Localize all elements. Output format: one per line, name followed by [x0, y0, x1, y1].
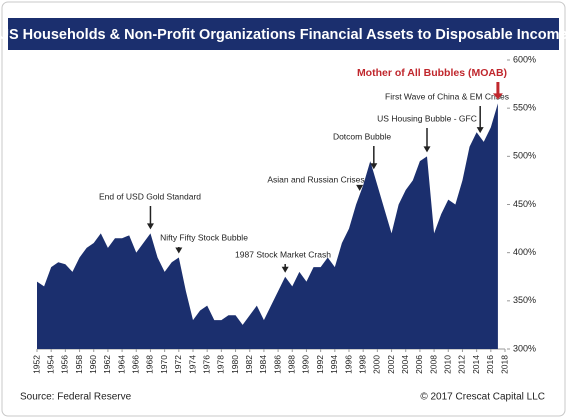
x-tick-label: 2002	[386, 355, 396, 374]
annotation: 1987 Stock Market Crash	[235, 249, 331, 259]
x-tick-label: 1952	[31, 355, 41, 374]
x-tick-label: 1978	[216, 355, 226, 374]
arrow-head	[492, 93, 503, 100]
annotation: Mother of All Bubbles (MOAB)	[357, 67, 507, 79]
x-tick-label: 2008	[428, 355, 438, 374]
x-tick-label: 1972	[173, 355, 183, 374]
y-tick-label: 600%	[513, 54, 536, 64]
x-tick-label: 2016	[485, 355, 495, 374]
x-tick-label: 1982	[244, 355, 254, 374]
x-tick-label: 1968	[145, 355, 155, 374]
arrow-head	[175, 247, 183, 254]
x-tick-label: 2012	[457, 355, 467, 374]
x-tick-label: 2006	[414, 355, 424, 374]
annotation: Asian and Russian Crises	[267, 174, 364, 184]
x-tick-label: 1980	[230, 355, 240, 374]
x-tick-label: 1954	[45, 355, 55, 374]
x-tick-label: 1988	[287, 355, 297, 374]
x-tick-label: 2018	[499, 355, 509, 374]
title-bar	[8, 18, 559, 50]
x-tick-label: 2004	[400, 355, 410, 374]
x-tick-label: 1976	[201, 355, 211, 374]
area	[37, 103, 498, 349]
annotation: Dotcom Bubble	[333, 131, 391, 141]
annotation: Nifty Fifty Stock Bubble	[160, 232, 248, 242]
y-tick-label: 500%	[513, 151, 536, 161]
x-tick-label: 1956	[60, 355, 70, 374]
arrow-head	[423, 146, 431, 153]
chart-title: US Households & Non-Profit Organizations…	[0, 27, 567, 43]
y-tick-label: 550%	[513, 103, 536, 113]
x-tick-label: 1998	[357, 355, 367, 374]
y-tick-label: 300%	[513, 343, 536, 353]
arrow-head	[281, 266, 289, 273]
x-tick-label: 1962	[102, 355, 112, 374]
x-tick-label: 1964	[116, 355, 126, 374]
x-tick-label: 1994	[329, 355, 339, 374]
arrow-head	[356, 184, 364, 191]
annotation: First Wave of China & EM Crises	[385, 91, 509, 101]
x-tick-label: 1984	[258, 355, 268, 374]
y-tick-label: 450%	[513, 199, 536, 209]
arrow-head	[476, 127, 484, 134]
x-tick-label: 1992	[315, 355, 325, 374]
x-tick-label: 1958	[74, 355, 84, 374]
x-tick-label: 1966	[131, 355, 141, 374]
x-tick-label: 2000	[372, 355, 382, 374]
x-tick-label: 2014	[471, 355, 481, 374]
x-tick-label: 1996	[343, 355, 353, 374]
x-tick-label: 2010	[443, 355, 453, 374]
copyright: © 2017 Crescat Capital LLC	[420, 392, 545, 403]
source: Source: Federal Reserve	[20, 392, 132, 403]
x-tick-label: 1970	[159, 355, 169, 374]
x-tick-label: 1974	[187, 355, 197, 374]
x-tick-label: 1960	[88, 355, 98, 374]
annotation: End of USD Gold Standard	[99, 191, 201, 201]
y-tick-label: 350%	[513, 295, 536, 305]
x-tick-label: 1990	[301, 355, 311, 374]
annotation: US Housing Bubble - GFC	[377, 113, 477, 123]
arrow-head	[146, 223, 154, 230]
x-tick-label: 1986	[272, 355, 282, 374]
y-tick-label: 400%	[513, 247, 536, 257]
arrow-head	[370, 163, 378, 170]
